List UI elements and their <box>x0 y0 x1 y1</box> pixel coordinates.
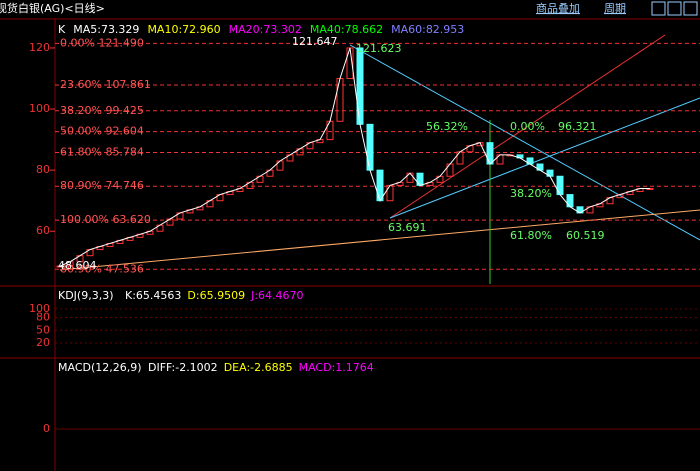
menu-period[interactable]: 周期 <box>604 2 626 15</box>
legend-entry: MA20:73.302 <box>229 23 302 36</box>
y-tick-label: 100 <box>29 302 50 315</box>
annotation: 121.623 <box>356 42 402 55</box>
fib-label: 80.90% 47.536 <box>60 262 144 275</box>
annotation: 60.519 <box>566 229 605 242</box>
y-tick-label: 100 <box>29 102 50 115</box>
candle <box>486 142 494 165</box>
candle <box>556 175 564 196</box>
close-button[interactable] <box>683 1 698 16</box>
close-line <box>59 47 650 267</box>
legend-entry: MA40:78.662 <box>310 23 383 36</box>
legend-entry: MA5:73.329 <box>73 23 139 36</box>
fib-label: 23.60% 107.861 <box>60 78 151 91</box>
annotation: 56.32% <box>426 120 468 133</box>
y-tick-label: 20 <box>36 336 50 349</box>
annotation: 63.691 <box>388 221 427 234</box>
kdj-title: KDJ(9,3,3) <box>58 289 114 302</box>
kdj-label: D:65.9509 <box>187 289 245 302</box>
y-tick-label: 60 <box>36 224 50 237</box>
annotation: 0.00% <box>510 120 545 133</box>
macd-label: MACD:1.1764 <box>299 361 374 374</box>
fib-label: 38.20% 99.425 <box>60 104 144 117</box>
kdj-label: J:64.4670 <box>250 289 303 302</box>
kdj-label: K:65.4563 <box>125 289 181 302</box>
candle <box>356 47 364 125</box>
fib-label: 100.00% 63.620 <box>60 213 151 226</box>
next-button[interactable] <box>667 1 682 16</box>
fib-label: 61.80% 85.784 <box>60 145 144 158</box>
legend-entry: MA10:72.960 <box>147 23 220 36</box>
legend-entry: MA60:82.953 <box>391 23 464 36</box>
annotation: 121.647 <box>292 35 338 48</box>
legend-entry: K <box>58 23 66 36</box>
trend-line <box>59 209 700 271</box>
trend-line <box>389 97 700 219</box>
y-tick-label: 120 <box>29 41 50 54</box>
fib-label: 80.90% 74.746 <box>60 179 144 192</box>
macd-title: MACD(12,26,9) <box>58 361 142 374</box>
candle <box>366 123 374 171</box>
y-tick-label: 80 <box>36 163 50 176</box>
y-tick-label: 50 <box>36 323 50 336</box>
fib-label: 50.00% 92.604 <box>60 125 144 138</box>
annotation: 61.80% <box>510 229 552 242</box>
annotation: 48.604 <box>58 259 97 272</box>
y-tick-label: 0 <box>43 422 50 435</box>
macd-label: DEA:-2.6885 <box>224 361 293 374</box>
prev-button[interactable] <box>651 1 666 16</box>
annotation: 96.321 <box>558 120 597 133</box>
trend-line <box>349 44 700 241</box>
trend-line <box>389 34 666 219</box>
menu-overlay[interactable]: 商品叠加 <box>536 1 580 15</box>
fib-label: 0.00% 121.490 <box>60 36 144 49</box>
candle <box>376 169 384 202</box>
y-tick-label: 80 <box>36 311 50 324</box>
macd-label: DIFF:-2.1002 <box>148 361 218 374</box>
title: 现货白银(AG)<日线> <box>0 1 105 15</box>
annotation: 38.20% <box>510 187 552 200</box>
